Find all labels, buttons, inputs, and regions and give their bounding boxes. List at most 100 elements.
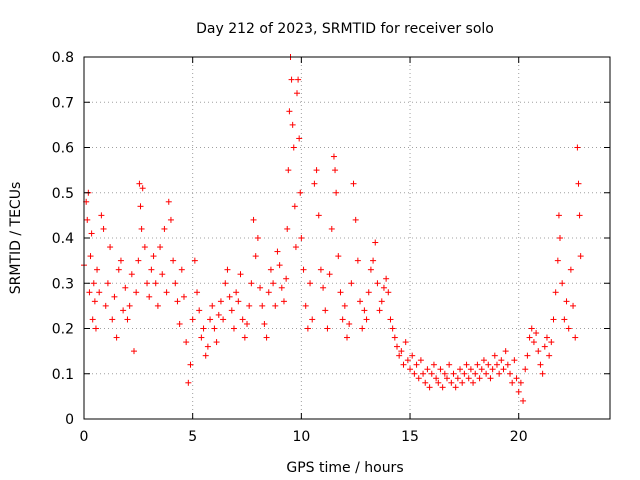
data-point <box>191 257 198 264</box>
data-point <box>430 361 437 368</box>
data-point <box>576 212 583 219</box>
data-point <box>311 180 318 187</box>
data-point <box>326 271 333 278</box>
data-point <box>493 361 500 368</box>
data-point <box>250 216 257 223</box>
data-point <box>117 257 124 264</box>
data-point <box>133 289 140 296</box>
data-point <box>267 266 274 273</box>
data-point <box>88 230 95 237</box>
data-point <box>87 253 94 260</box>
data-point <box>393 343 400 350</box>
data-point <box>272 302 279 309</box>
data-point <box>391 334 398 341</box>
data-point <box>196 307 203 314</box>
data-point <box>565 325 572 332</box>
data-point <box>337 289 344 296</box>
data-point <box>280 298 287 305</box>
data-point <box>246 302 253 309</box>
data-point <box>148 266 155 273</box>
data-point <box>554 257 561 264</box>
data-point <box>211 325 218 332</box>
data-point <box>433 375 440 382</box>
y-tick-label: 0.7 <box>52 95 74 111</box>
data-point <box>483 370 490 377</box>
data-point <box>491 352 498 359</box>
data-point <box>539 370 546 377</box>
data-point <box>467 366 474 373</box>
data-point <box>332 167 339 174</box>
data-point <box>90 280 97 287</box>
data-point <box>248 280 255 287</box>
data-point <box>263 334 270 341</box>
data-point <box>487 375 494 382</box>
data-point <box>180 293 187 300</box>
data-point <box>146 293 153 300</box>
data-point <box>422 379 429 386</box>
data-point <box>294 90 301 97</box>
data-point <box>575 180 582 187</box>
data-point <box>446 361 453 368</box>
data-point <box>496 370 503 377</box>
data-point <box>378 298 385 305</box>
data-point <box>138 225 145 232</box>
data-point <box>476 375 483 382</box>
data-point <box>96 289 103 296</box>
data-point <box>570 302 577 309</box>
data-point <box>241 334 248 341</box>
data-point <box>537 361 544 368</box>
data-point <box>389 325 396 332</box>
y-tick-label: 0.5 <box>52 186 74 202</box>
data-point <box>91 298 98 305</box>
data-point <box>187 361 194 368</box>
data-point <box>302 302 309 309</box>
data-point <box>315 212 322 219</box>
data-point <box>344 334 350 341</box>
data-point <box>502 348 509 355</box>
data-point <box>233 289 240 296</box>
data-point <box>541 343 548 350</box>
data-point <box>439 384 446 391</box>
grid-lines <box>84 57 610 419</box>
data-point <box>261 320 268 327</box>
data-point <box>128 271 135 278</box>
data-point <box>413 361 420 368</box>
data-point <box>284 225 291 232</box>
data-point <box>515 388 522 395</box>
data-point <box>546 352 553 359</box>
data-point <box>387 316 394 323</box>
data-point <box>333 189 340 196</box>
data-point <box>372 239 379 246</box>
data-point <box>385 289 392 296</box>
data-point <box>454 375 461 382</box>
data-point <box>498 357 505 364</box>
data-point <box>457 366 464 373</box>
chart-title: Day 212 of 2023, SRMTID for receiver sol… <box>196 21 494 37</box>
data-point <box>295 76 302 83</box>
data-point <box>328 225 335 232</box>
data-point <box>213 339 220 346</box>
data-point <box>463 361 470 368</box>
data-point <box>313 167 320 174</box>
y-tick-label: 0.1 <box>52 367 74 383</box>
data-point <box>157 244 164 251</box>
data-point <box>252 253 259 260</box>
y-tick-label: 0.4 <box>52 231 74 247</box>
data-point <box>92 325 99 332</box>
data-point <box>202 352 209 359</box>
data-point <box>380 284 387 291</box>
data-point <box>289 121 296 128</box>
data-point <box>398 348 405 355</box>
data-point <box>357 298 364 305</box>
data-point <box>135 257 142 264</box>
data-point <box>535 348 542 355</box>
data-point <box>352 216 359 223</box>
y-axis-label: SRMTID / TECUs <box>8 182 24 295</box>
data-points <box>81 54 584 404</box>
data-point <box>426 384 433 391</box>
data-point <box>543 334 550 341</box>
data-point <box>228 307 235 314</box>
data-point <box>194 289 201 296</box>
data-point <box>215 311 222 318</box>
